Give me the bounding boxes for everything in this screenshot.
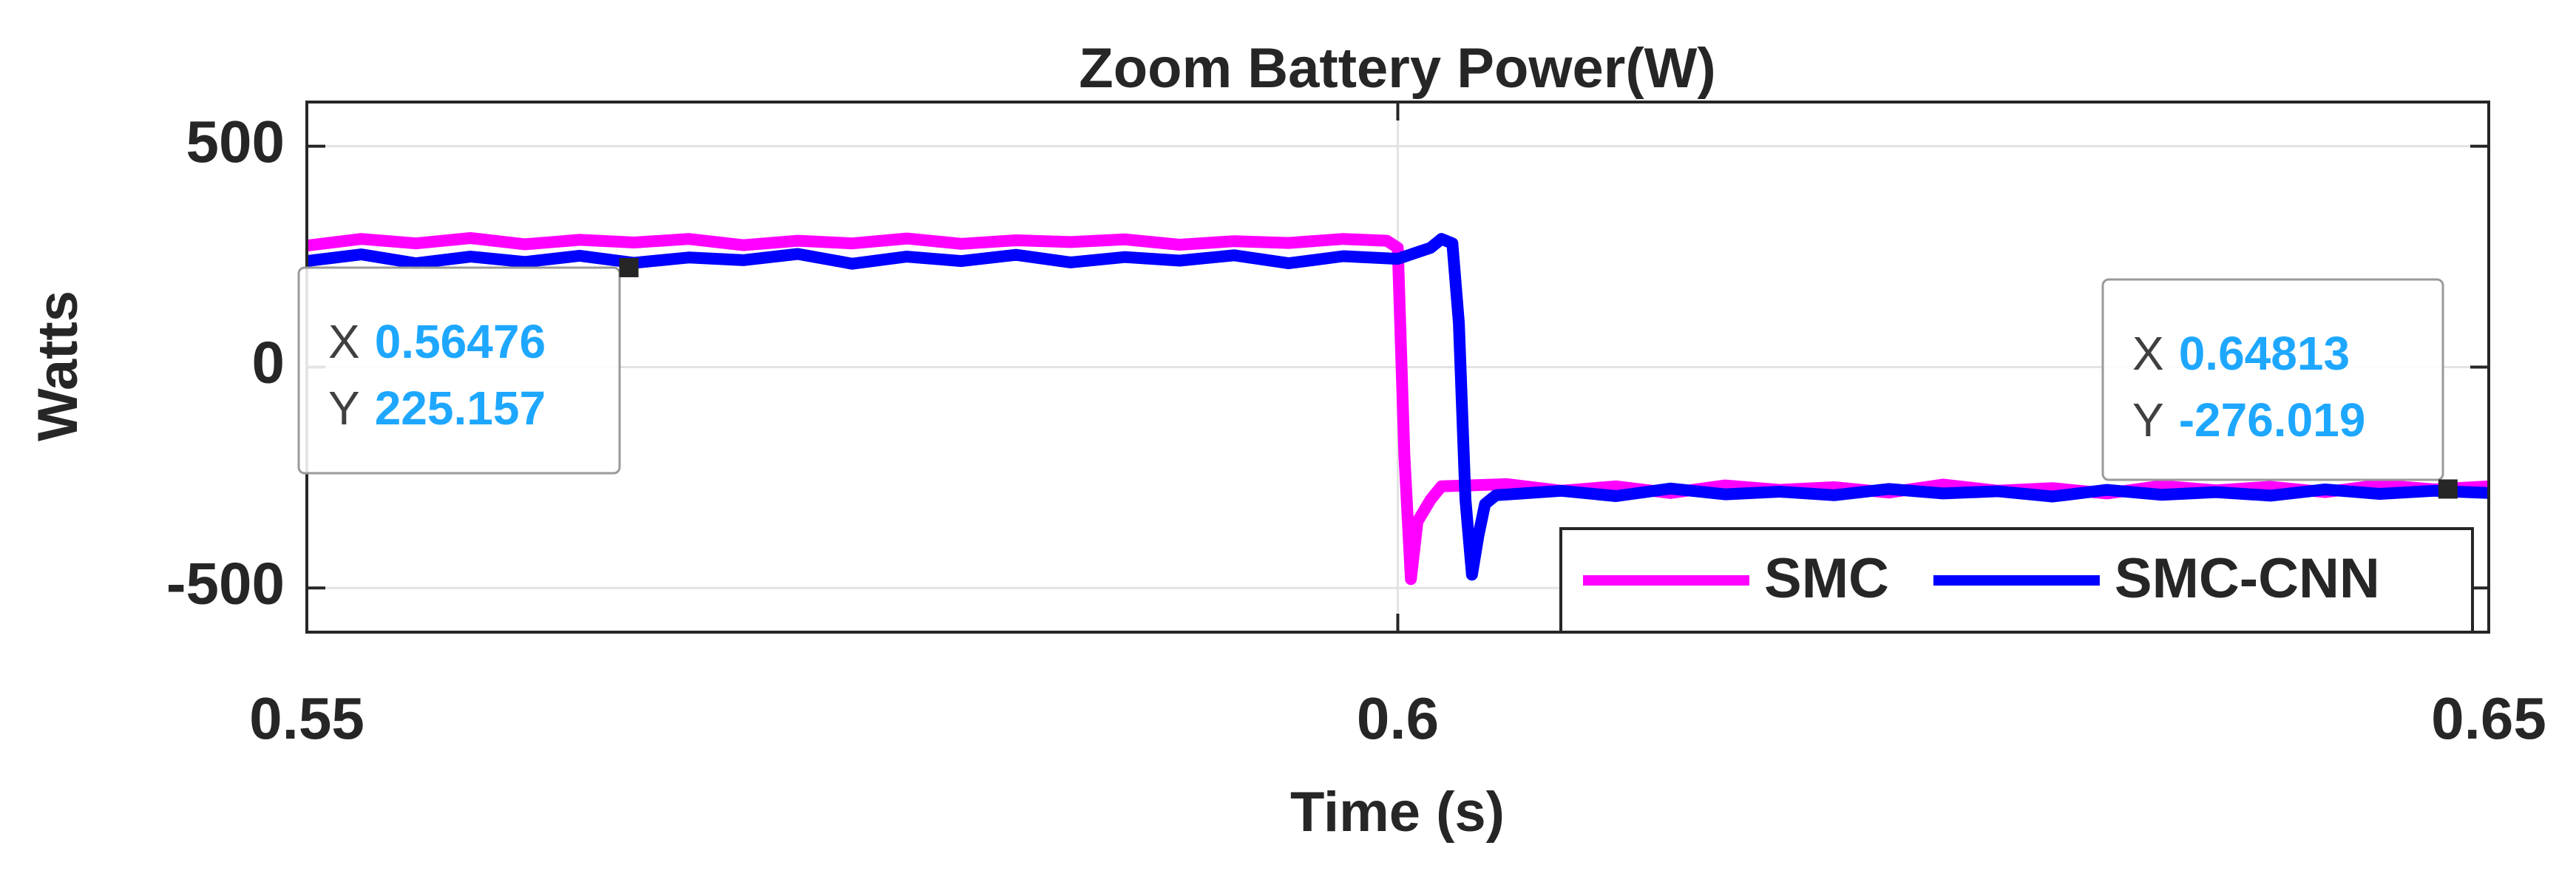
- series-line: [306, 233, 2489, 581]
- legend-label: SMC-CNN: [2115, 547, 2380, 610]
- y-tick-label: 500: [186, 109, 285, 174]
- datatip-value: 225.157: [375, 382, 546, 435]
- datatip-text: Y -276.019: [2132, 393, 2365, 447]
- x-axis-label: Time (s): [1290, 781, 1505, 844]
- datatip-box: [297, 266, 621, 475]
- legend-label: SMC: [1764, 547, 1889, 610]
- x-tick-label: 0.65: [2431, 685, 2546, 751]
- datatip-key: Y: [328, 382, 360, 435]
- datatip-marker: [2438, 479, 2458, 499]
- datatip-text: X 0.56476: [328, 315, 546, 368]
- datatip-value: 0.64813: [2179, 327, 2350, 380]
- datatip-key: X: [328, 315, 360, 368]
- datatip-value: -276.019: [2179, 393, 2366, 447]
- datatip-key: X: [2132, 327, 2164, 380]
- datatip-text: Y 225.157: [328, 382, 546, 435]
- x-tick-label: 0.55: [249, 685, 365, 751]
- y-tick-label: -500: [166, 550, 285, 616]
- datatip-value: 0.56476: [375, 315, 546, 368]
- datatip-text: X 0.64813: [2132, 327, 2350, 380]
- datatip-box: [2101, 278, 2444, 481]
- datatip-key: Y: [2132, 393, 2164, 447]
- chart-title: Zoom Battery Power(W): [1079, 37, 1715, 100]
- x-tick-label: 0.6: [1357, 685, 1439, 751]
- y-tick-label: 0: [252, 330, 285, 396]
- datatip-marker: [619, 257, 639, 277]
- y-axis-label: Watts: [27, 291, 89, 441]
